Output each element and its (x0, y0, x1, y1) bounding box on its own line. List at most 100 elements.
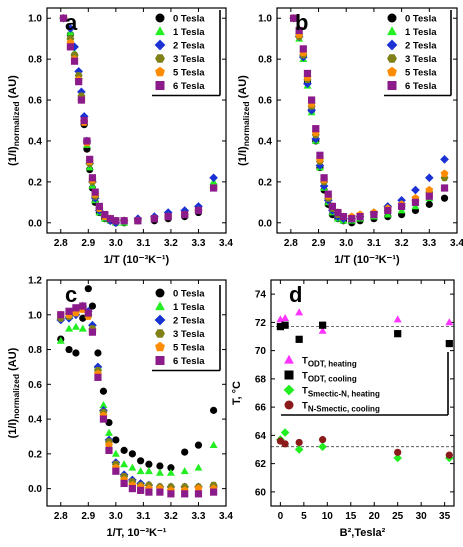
data-point (394, 330, 402, 338)
data-point (181, 448, 189, 456)
y-tick-label: 74 (255, 290, 267, 301)
data-point (167, 464, 175, 472)
data-point (156, 462, 164, 470)
data-point (128, 450, 136, 458)
y-tick-label: 0.0 (258, 218, 272, 229)
data-point (324, 190, 332, 198)
x-tick-label: 3.0 (339, 238, 353, 249)
y-tick-label: 0.4 (28, 415, 42, 426)
legend-marker (387, 81, 397, 90)
data-point (319, 436, 327, 444)
data-point (281, 321, 289, 329)
legend-label: 2 Tesla (173, 41, 205, 52)
legend-label: 5 Tesla (405, 68, 437, 79)
y-tick-label: 0.0 (28, 218, 42, 229)
data-point (84, 309, 92, 317)
x-tick-label: 35 (439, 511, 451, 522)
data-point (328, 202, 336, 211)
legend-marker (155, 356, 165, 365)
y-tick-label: 66 (255, 403, 267, 414)
legend-label: 3 Tesla (173, 329, 205, 340)
x-tick-label: 2.9 (81, 511, 95, 522)
legend-marker (284, 400, 294, 410)
x-tick-label: 20 (369, 511, 381, 522)
data-point (79, 302, 87, 310)
legend-label: TODT, cooling (302, 371, 357, 384)
y-tick-label: 72 (255, 318, 267, 329)
legend-marker (155, 341, 165, 352)
y-tick-label: 0.8 (28, 55, 42, 66)
legend-label: 1 Tesla (405, 27, 437, 38)
data-point (181, 210, 189, 219)
legend-label-sub: ODT, cooling (308, 375, 357, 384)
legend-label: TN-Smectic, cooling (302, 401, 380, 414)
data-point (112, 217, 120, 225)
data-point (316, 151, 324, 159)
legend-label: 3 Tesla (405, 54, 437, 65)
legend-marker (154, 39, 166, 51)
panel-a: 2.8 2.9 3.0 3.1 3.2 3.3 3.4 0.0 0.2 0.4 0.6 0.8 1.0 1… (7, 7, 233, 266)
panel-c: 2.8 2.9 3.0 3.1 3.2 3.3 3.4 0.0 0.2 0.4 0.6 0.8 1.0 1… (7, 276, 233, 540)
legend-label: TSmectic-N, heating (302, 386, 380, 399)
y-tick-label: 62 (255, 459, 267, 470)
data-point (334, 208, 342, 217)
x-tick-label: 2.8 (284, 238, 298, 249)
ylabel-rest: (AU) (7, 75, 19, 102)
data-point (194, 206, 203, 215)
legend-marker (154, 314, 166, 326)
legend-label: 2 Tesla (405, 41, 437, 52)
legend-label-sub: N-Smectic, cooling (308, 405, 380, 414)
x-tick-label: 3.0 (109, 511, 123, 522)
data-point (105, 441, 113, 449)
legend-marker (155, 288, 165, 298)
legend-label: 5 Tesla (173, 68, 205, 79)
legend-marker (387, 26, 397, 36)
y-tick-label: 0.2 (28, 177, 42, 188)
ylabel-rest: (AU) (237, 75, 249, 102)
x-tick-label: 3.1 (367, 238, 381, 249)
data-point (425, 200, 433, 208)
data-point (445, 318, 454, 326)
legend-label: 3 Tesla (173, 54, 205, 65)
legend-label-main: T (302, 356, 308, 367)
data-point (440, 184, 449, 192)
panel-label: d (289, 282, 302, 307)
ylabel-rest: (AU) (7, 347, 19, 374)
data-point (394, 448, 402, 456)
x-tick-label: 5 (301, 511, 307, 522)
data-point (440, 155, 449, 164)
legend-marker (283, 384, 295, 396)
data-point (120, 460, 129, 468)
data-point (59, 14, 68, 22)
x-tick-label: 10 (322, 511, 334, 522)
data-point (167, 468, 175, 476)
data-point (210, 406, 218, 414)
data-point (95, 202, 103, 211)
x-axis-label: B²,Tesla² (340, 527, 386, 539)
data-point (99, 415, 108, 423)
x-tick-label: 15 (345, 511, 357, 522)
data-point (280, 428, 290, 437)
data-point (134, 217, 142, 225)
x-axis-label: 1/T (10⁻³K⁻¹) (334, 254, 400, 266)
data-point (339, 213, 348, 221)
data-point (66, 43, 75, 51)
x-tick-label: 3.2 (164, 238, 178, 249)
plot-frame (270, 279, 455, 507)
data-point (94, 373, 102, 381)
legend-label: TODT, heating (302, 356, 357, 369)
x-tick-label: 3.2 (164, 511, 178, 522)
x-tick-label: 3.3 (422, 238, 436, 249)
data-point (370, 210, 378, 219)
data-point (111, 449, 120, 457)
y-tick-label: 0.0 (28, 484, 42, 495)
legend-marker (155, 26, 165, 36)
y-tick-label: 1.0 (28, 310, 42, 321)
data-point (137, 486, 145, 494)
panel-label: a (65, 10, 78, 35)
data-point (65, 324, 73, 332)
data-point (318, 442, 327, 451)
legend-label: 0 Tesla (405, 14, 437, 25)
legend-marker (155, 54, 165, 63)
data-point (120, 446, 128, 454)
